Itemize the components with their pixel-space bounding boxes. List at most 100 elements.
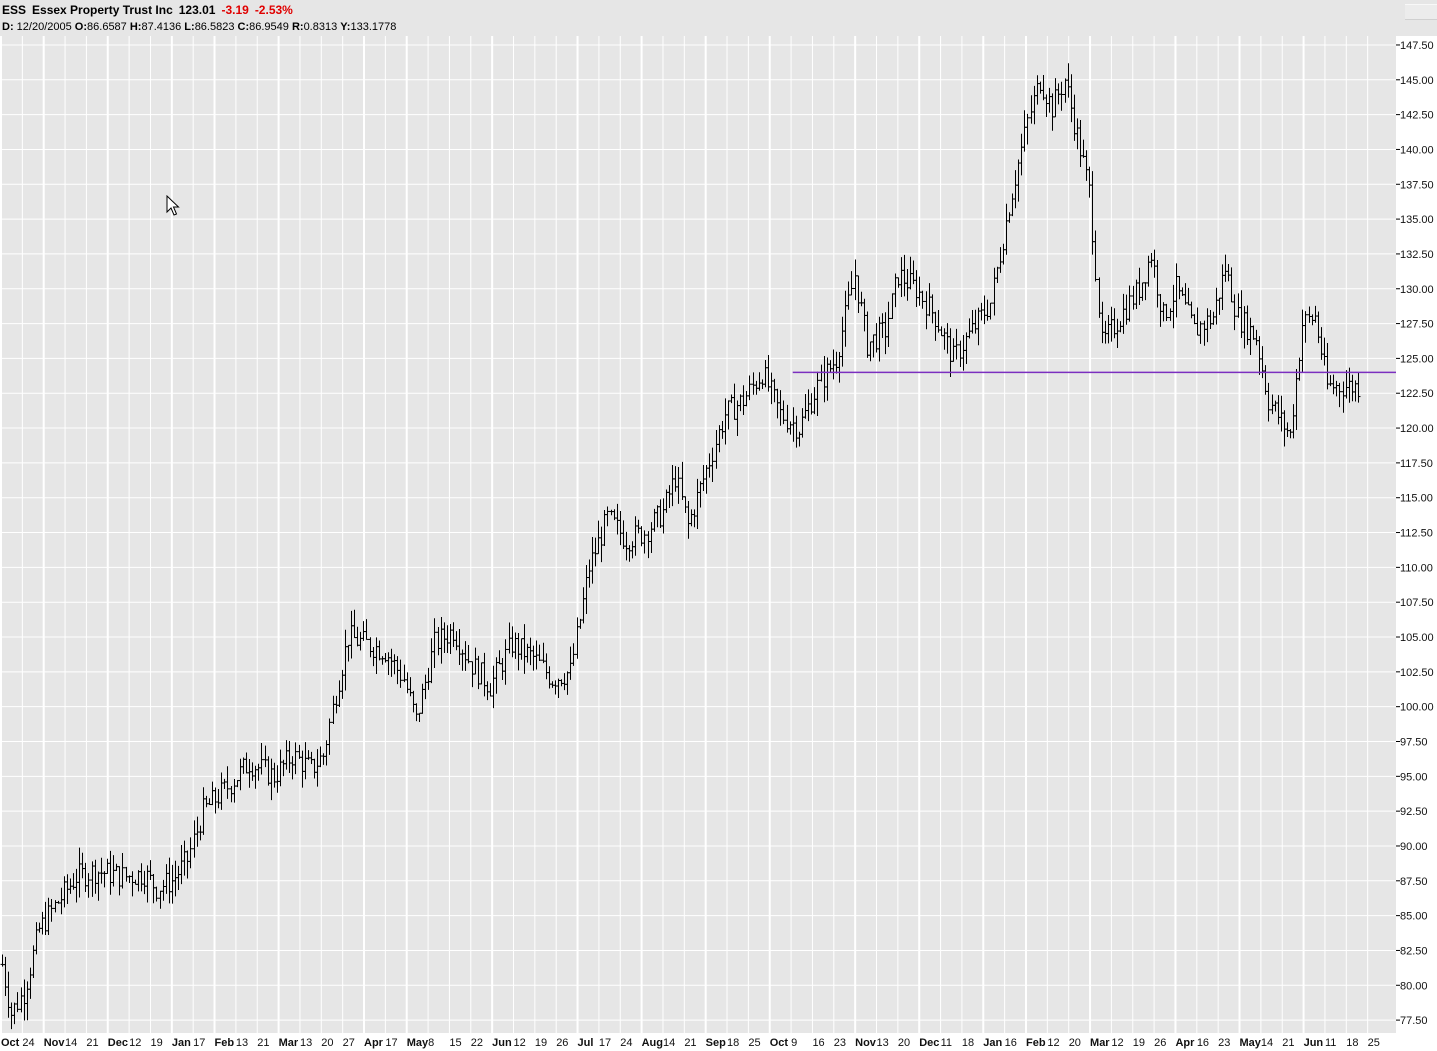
r-label: R: bbox=[291, 21, 304, 33]
x-tick-label: 23 bbox=[1218, 1037, 1230, 1049]
ohlc-readout-line: D: 12/20/2005 O:86.6587 H:87.4136 L:86.5… bbox=[2, 21, 396, 33]
y-tick-label: 117.50 bbox=[1400, 458, 1433, 470]
y-tick-label: 147.50 bbox=[1400, 40, 1434, 52]
horizontal-grid bbox=[0, 44, 1396, 1021]
company-name: Essex Property Trust Inc bbox=[32, 3, 173, 17]
x-tick-label: Dec bbox=[108, 1037, 128, 1049]
header-scroll-control[interactable] bbox=[1405, 4, 1437, 20]
x-tick-label: 23 bbox=[834, 1037, 846, 1049]
y-tick-label: 90.00 bbox=[1400, 841, 1428, 853]
x-tick-label: Oct bbox=[1, 1037, 20, 1049]
y-value: 133.1778 bbox=[350, 21, 397, 33]
x-tick-label: 18 bbox=[1346, 1037, 1358, 1049]
open-label: O: bbox=[74, 21, 88, 33]
y-tick-label: 122.50 bbox=[1400, 388, 1434, 400]
x-tick-label: Nov bbox=[44, 1037, 66, 1049]
x-tick-label: 25 bbox=[1368, 1037, 1380, 1049]
x-tick-label: Feb bbox=[215, 1037, 235, 1049]
high-value: 87.4136 bbox=[141, 21, 182, 33]
y-tick-label: 107.50 bbox=[1400, 597, 1434, 609]
x-tick-label: Apr bbox=[364, 1037, 384, 1049]
x-tick-label: 21 bbox=[684, 1037, 696, 1049]
x-tick-label: Mar bbox=[279, 1037, 299, 1049]
x-tick-label: Jan bbox=[983, 1037, 1002, 1049]
y-axis-ticks: 77.50 80.00 82.50 85.00 87.50 90.00 92.50 95.00… bbox=[1396, 40, 1434, 1027]
x-tick-label: 15 bbox=[449, 1037, 461, 1049]
x-tick-label: 19 bbox=[535, 1037, 547, 1049]
open-value: 86.6587 bbox=[87, 21, 127, 33]
x-tick-label: Oct bbox=[770, 1037, 789, 1049]
x-axis-panel bbox=[0, 1033, 1437, 1051]
x-tick-label: 14 bbox=[1261, 1037, 1273, 1049]
mouse-pointer-icon bbox=[166, 195, 180, 216]
y-tick-label: 132.50 bbox=[1400, 249, 1434, 261]
x-tick-label: 26 bbox=[1154, 1037, 1166, 1049]
x-tick-label: 21 bbox=[86, 1037, 98, 1049]
y-tick-label: 137.50 bbox=[1400, 179, 1434, 191]
y-tick-label: 135.00 bbox=[1400, 214, 1434, 226]
low-label: L: bbox=[184, 21, 195, 33]
y-tick-label: 100.00 bbox=[1400, 702, 1434, 714]
x-tick-label: 13 bbox=[877, 1037, 889, 1049]
date-value: 12/20/2005 bbox=[16, 21, 72, 33]
x-tick-label: 25 bbox=[748, 1037, 760, 1049]
close-value: 86.9549 bbox=[249, 21, 289, 33]
x-tick-label: 16 bbox=[1005, 1037, 1017, 1049]
x-axis-ticks: Oct 24 Nov 14 21 Dec 12 19 Jan 17 Feb 13 21 Mar 13 20 27… bbox=[1, 1037, 1380, 1049]
x-tick-label: Feb bbox=[1026, 1037, 1046, 1049]
y-axis-panel bbox=[1396, 36, 1437, 1051]
date-label: D: bbox=[2, 21, 14, 33]
x-tick-label: Dec bbox=[919, 1037, 939, 1049]
ohlc-bars bbox=[0, 63, 1361, 1030]
plot-area[interactable] bbox=[0, 36, 1396, 1033]
x-tick-label: 17 bbox=[599, 1037, 611, 1049]
x-tick-label: 14 bbox=[65, 1037, 77, 1049]
x-tick-label: 17 bbox=[385, 1037, 397, 1049]
x-tick-label: 16 bbox=[1197, 1037, 1209, 1049]
x-tick-label: 27 bbox=[343, 1037, 355, 1049]
y-tick-label: 140.00 bbox=[1400, 144, 1434, 156]
y-label: Y: bbox=[340, 21, 351, 33]
x-tick-label: 19 bbox=[1133, 1037, 1145, 1049]
x-tick-label: Jan bbox=[172, 1037, 191, 1049]
price-change: -3.19 bbox=[221, 3, 249, 17]
y-tick-label: 97.50 bbox=[1400, 736, 1428, 748]
y-tick-label: 87.50 bbox=[1400, 876, 1428, 888]
y-tick-label: 120.00 bbox=[1400, 423, 1434, 435]
x-tick-label: 17 bbox=[193, 1037, 205, 1049]
y-tick-label: 115.00 bbox=[1400, 493, 1433, 505]
x-tick-label: Apr bbox=[1175, 1037, 1195, 1049]
x-tick-label: May bbox=[1240, 1037, 1262, 1049]
x-tick-label: 11 bbox=[941, 1037, 952, 1049]
quote-header: ESS Essex Property Trust Inc 123.01 -3.19 -2… bbox=[0, 0, 1437, 36]
y-tick-label: 145.00 bbox=[1400, 75, 1434, 87]
y-tick-label: 82.50 bbox=[1400, 945, 1428, 957]
y-tick-label: 105.00 bbox=[1400, 632, 1434, 644]
x-tick-label: 16 bbox=[812, 1037, 824, 1049]
quote-summary-line: ESS Essex Property Trust Inc 123.01 -3.19 -2… bbox=[2, 3, 299, 17]
x-tick-label: Sep bbox=[706, 1037, 726, 1049]
x-tick-label: Jun bbox=[1304, 1037, 1324, 1049]
ticker-symbol: ESS bbox=[2, 3, 27, 17]
x-tick-label: 9 bbox=[791, 1037, 797, 1049]
y-tick-label: 142.50 bbox=[1400, 110, 1434, 122]
x-tick-label: 12 bbox=[129, 1037, 141, 1049]
x-tick-label: Jun bbox=[492, 1037, 512, 1049]
y-tick-label: 95.00 bbox=[1400, 771, 1428, 783]
x-tick-label: 12 bbox=[513, 1037, 525, 1049]
y-tick-label: 77.50 bbox=[1400, 1015, 1428, 1027]
last-price: 123.01 bbox=[178, 3, 216, 17]
y-tick-label: 85.00 bbox=[1400, 911, 1428, 923]
x-tick-label: 24 bbox=[22, 1037, 34, 1049]
x-tick-label: 20 bbox=[898, 1037, 910, 1049]
x-tick-label: 21 bbox=[1282, 1037, 1294, 1049]
x-tick-label: 12 bbox=[1047, 1037, 1059, 1049]
x-tick-label: 18 bbox=[962, 1037, 974, 1049]
x-tick-label: 13 bbox=[300, 1037, 312, 1049]
x-tick-label: 20 bbox=[1069, 1037, 1081, 1049]
x-tick-label: 13 bbox=[236, 1037, 248, 1049]
x-tick-label: 8 bbox=[428, 1037, 434, 1049]
price-chart[interactable]: 77.50 80.00 82.50 85.00 87.50 90.00 92.50 95.00… bbox=[0, 36, 1437, 1051]
x-tick-label: Aug bbox=[642, 1037, 663, 1049]
y-tick-label: 110.00 bbox=[1400, 562, 1433, 574]
